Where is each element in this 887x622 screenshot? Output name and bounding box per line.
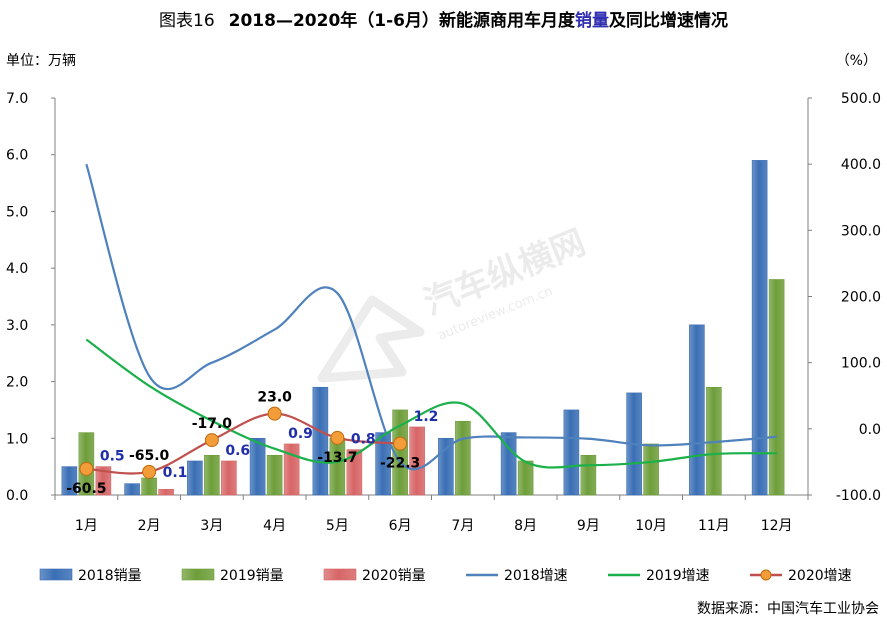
left-axis-tick-label: 3.0 bbox=[6, 318, 28, 334]
bar-2019-sales bbox=[392, 409, 408, 496]
legend-label: 2020增速 bbox=[788, 568, 852, 584]
right-axis-tick-label: -100.0 bbox=[836, 488, 881, 504]
legend-label: 2019增速 bbox=[646, 568, 710, 584]
bar-2018-sales bbox=[689, 324, 705, 496]
marker-2020-growth bbox=[393, 436, 408, 451]
left-axis-unit: 单位：万辆 bbox=[6, 53, 76, 69]
x-axis-category-label: 11月 bbox=[698, 518, 730, 534]
chart-title-prefix: 图表16 bbox=[159, 11, 215, 31]
bar-2019-sales bbox=[768, 279, 785, 496]
data-label-2020-growth: -65.0 bbox=[129, 448, 170, 464]
marker-2020-growth bbox=[142, 464, 157, 479]
right-axis-tick-label: 0.0 bbox=[859, 422, 881, 438]
right-axis-tick-label: 200.0 bbox=[841, 290, 881, 306]
legend-label: 2018增速 bbox=[504, 568, 568, 584]
bar-2019-sales bbox=[141, 477, 157, 496]
bar-2018-sales bbox=[312, 386, 329, 496]
line-2019-growth bbox=[85, 338, 777, 469]
chart-title-main-a: 2018—2020年（1-6月）新能源商用车月度 bbox=[228, 11, 575, 31]
x-axis-category-label: 3月 bbox=[200, 518, 223, 534]
bar-2019-sales bbox=[643, 443, 659, 496]
x-axis-category-label: 9月 bbox=[577, 518, 600, 534]
x-axis-category-label: 4月 bbox=[263, 518, 286, 534]
left-axis-tick-label: 2.0 bbox=[6, 375, 28, 391]
bar-2018-sales bbox=[375, 432, 391, 496]
watermark-logo-icon bbox=[317, 295, 425, 383]
bar-2020-sales bbox=[221, 460, 237, 496]
left-axis-tick-label: 7.0 bbox=[6, 91, 28, 107]
marker-2020-growth bbox=[79, 461, 94, 476]
left-axis-tick-label: 6.0 bbox=[6, 148, 28, 164]
bar-2019-sales bbox=[517, 460, 534, 496]
right-axis-tick-label: 400.0 bbox=[841, 157, 881, 173]
x-axis-category-label: 10月 bbox=[635, 518, 667, 534]
left-axis-tick-label: 0.0 bbox=[6, 488, 28, 504]
chart-title-main-b: 及同比增速情况 bbox=[608, 11, 728, 31]
x-axis-category-label: 12月 bbox=[761, 518, 793, 534]
data-label-2020-growth: -13.7 bbox=[317, 450, 357, 466]
right-axis-tick-label: 300.0 bbox=[841, 223, 881, 239]
x-axis-category-label: 2月 bbox=[138, 518, 161, 534]
marker-2020-growth bbox=[204, 433, 219, 448]
bar-2018-sales bbox=[61, 466, 78, 496]
x-axis-category-label: 5月 bbox=[326, 518, 349, 534]
data-label-2020-sales: 0.6 bbox=[225, 443, 250, 459]
x-axis-category-label: 6月 bbox=[389, 518, 412, 534]
legend-label: 2020销量 bbox=[362, 568, 426, 584]
bar-2020-sales bbox=[346, 449, 363, 496]
bar-2018-sales bbox=[751, 160, 768, 496]
bar-2018-sales bbox=[249, 437, 266, 496]
bar-2018-sales bbox=[124, 483, 140, 496]
data-label-2020-sales: 0.5 bbox=[100, 449, 125, 465]
marker-2020-growth bbox=[267, 406, 282, 421]
left-axis-tick-label: 4.0 bbox=[6, 261, 28, 277]
bar-2019-sales bbox=[580, 454, 597, 496]
bar-2018-sales bbox=[438, 437, 454, 496]
x-axis-category-label: 7月 bbox=[451, 518, 474, 534]
bar-2020-sales bbox=[158, 489, 174, 496]
legend-label: 2018销量 bbox=[78, 568, 142, 584]
bar-2020-sales bbox=[95, 466, 112, 496]
legend-swatch-bar bbox=[323, 568, 357, 581]
bar-2019-sales bbox=[266, 454, 283, 496]
right-axis-unit: （%） bbox=[835, 53, 877, 69]
data-source: 数据来源：中国汽车工业协会 bbox=[697, 601, 879, 617]
data-label-2020-growth: -22.3 bbox=[380, 456, 420, 472]
bar-2019-sales bbox=[204, 454, 220, 496]
data-label-2020-growth: -17.0 bbox=[192, 416, 233, 432]
bar-2020-sales bbox=[409, 426, 425, 496]
bar-2019-sales bbox=[329, 437, 346, 496]
x-axis-category-label: 8月 bbox=[514, 518, 537, 534]
x-axis-category-label: 1月 bbox=[75, 518, 98, 534]
legend-label: 2019销量 bbox=[220, 568, 284, 584]
legend: 2018销量 2019销量 2020销量 2018增速 2019增速 2020增速 bbox=[39, 568, 852, 584]
marker-2020-growth bbox=[330, 430, 345, 445]
data-label-2020-growth: -60.5 bbox=[66, 481, 106, 497]
legend-swatch-marker bbox=[760, 569, 772, 581]
right-axis-tick-label: 100.0 bbox=[841, 356, 881, 372]
bar-2018-sales bbox=[563, 409, 580, 496]
bar-2018-sales bbox=[187, 460, 203, 496]
legend-swatch-bar bbox=[39, 568, 73, 581]
data-label-2020-growth: 23.0 bbox=[257, 390, 292, 406]
data-label-2020-sales: 1.2 bbox=[414, 409, 439, 425]
bar-2019-sales bbox=[455, 420, 471, 496]
bar-2018-sales bbox=[500, 432, 517, 496]
chart-title-highlight: 销量 bbox=[574, 11, 609, 31]
chart-title: 图表16 2018—2020年（1-6月）新能源商用车月度销量及同比增速情况 bbox=[0, 6, 887, 31]
data-label-2020-sales: 0.9 bbox=[288, 426, 313, 442]
data-label-2020-sales: 0.1 bbox=[163, 465, 188, 481]
legend-swatch-bar bbox=[181, 568, 215, 581]
left-axis-tick-label: 1.0 bbox=[6, 431, 28, 447]
data-label-2020-sales: 0.8 bbox=[351, 432, 376, 448]
line-2018-growth bbox=[85, 163, 777, 471]
left-axis-tick-label: 5.0 bbox=[6, 204, 28, 220]
right-axis-tick-label: 500.0 bbox=[841, 91, 881, 107]
